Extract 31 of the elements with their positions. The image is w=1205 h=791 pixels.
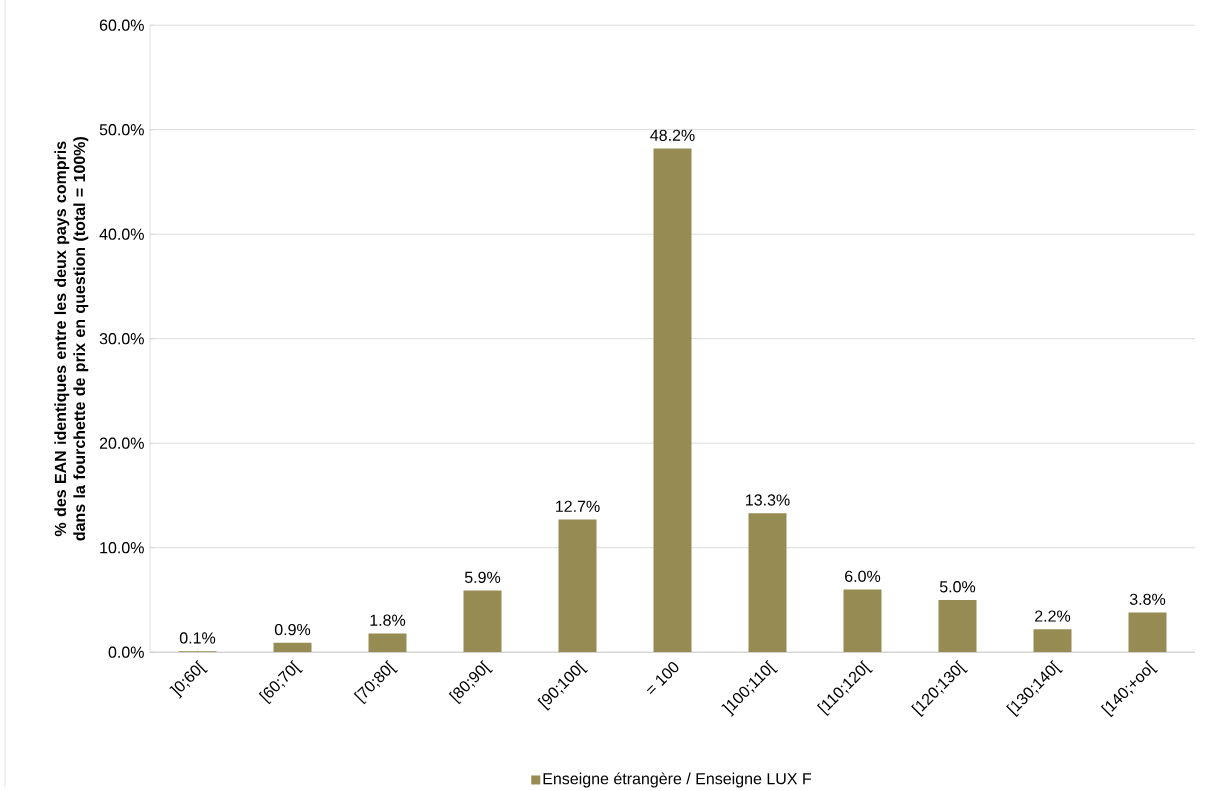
bar: [1033, 629, 1072, 653]
legend-label: Enseigne étrangère / Enseigne LUX F: [543, 772, 812, 788]
bar: [653, 148, 692, 653]
y-tick-label: 30.0%: [99, 333, 144, 345]
data-label: 1.8%: [370, 614, 406, 627]
data-label: 12.7%: [556, 500, 600, 513]
data-label: 13.3%: [746, 494, 790, 506]
data-label: 0.9%: [274, 624, 311, 636]
y-tick-label: 20.0%: [99, 437, 144, 450]
data-label: 5.0%: [939, 581, 976, 593]
y-tick-label: 40.0%: [99, 228, 144, 241]
y-tick-label: 50.0%: [99, 124, 144, 136]
data-label: 6.0%: [845, 570, 881, 583]
x-tick-label: = 100: [646, 662, 679, 695]
bar: [843, 589, 882, 653]
bar: [748, 513, 787, 653]
bar: [1128, 612, 1167, 653]
y-tick-label: 0.0%: [108, 646, 144, 659]
y-axis-title: % des EAN identiques entre les deux pays compris dans la fourchette de prix en question (total = 100%): [54, 137, 89, 541]
bar: [273, 643, 312, 653]
y-tick-label: 10.0%: [100, 542, 144, 554]
y-tick-label: 60.0%: [99, 19, 144, 32]
data-label: 2.2%: [1035, 610, 1071, 622]
data-label: 3.8%: [1129, 593, 1166, 606]
data-label: 48.2%: [650, 129, 695, 142]
data-label: 5.9%: [464, 571, 501, 584]
bar: [938, 600, 977, 653]
bar: [558, 519, 597, 653]
data-label: 0.1%: [179, 632, 216, 644]
bar: [463, 590, 502, 653]
bar: [368, 633, 407, 653]
